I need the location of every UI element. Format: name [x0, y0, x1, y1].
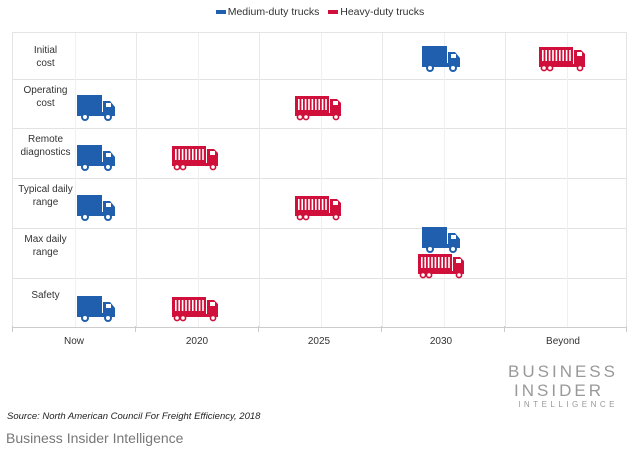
x-tick	[135, 326, 136, 332]
grid-line	[320, 33, 322, 327]
x-tick	[12, 326, 13, 332]
row-divider	[13, 178, 626, 179]
row-divider	[13, 228, 626, 229]
x-tick	[504, 326, 505, 332]
row-label: Initial cost	[33, 45, 58, 69]
x-tick-label: Beyond	[546, 336, 580, 347]
medium-duty-truck-icon	[76, 93, 116, 121]
row-divider	[13, 278, 626, 279]
logo-line: INSIDER	[514, 381, 604, 400]
legend-label: Heavy-duty trucks	[340, 6, 425, 18]
medium-duty-truck-icon	[421, 225, 461, 253]
legend: Medium-duty trucks Heavy-duty trucks	[0, 5, 640, 18]
heavy-duty-truck-icon	[417, 251, 465, 279]
heavy-duty-truck-icon	[171, 294, 219, 322]
x-tick-label: 2020	[185, 336, 209, 347]
medium-duty-truck-icon	[421, 44, 461, 72]
legend-label: Medium-duty trucks	[227, 6, 320, 18]
grid-line	[566, 33, 568, 327]
grid-line	[443, 33, 445, 327]
source-note: Source: North American Council For Freig…	[7, 411, 261, 422]
row-label: Typical daily range	[18, 184, 73, 208]
business-insider-intelligence-logo: BUSINESS INSIDER INTELLIGENCE	[508, 362, 618, 409]
heavy-duty-truck-icon	[171, 143, 219, 171]
x-tick-label: 2030	[429, 336, 453, 347]
medium-duty-truck-icon	[76, 294, 116, 322]
heavy-duty-truck-icon	[294, 93, 342, 121]
row-label: Remote diagnostics	[20, 134, 71, 158]
x-tick	[626, 326, 627, 332]
legend-item-heavy: Heavy-duty trucks	[328, 6, 424, 18]
x-axis	[12, 327, 627, 328]
legend-swatch	[215, 10, 226, 14]
medium-duty-truck-icon	[76, 193, 116, 221]
row-label: Safety	[31, 290, 60, 301]
grid-line	[382, 33, 383, 327]
legend-swatch	[328, 10, 339, 14]
x-tick	[381, 326, 382, 332]
grid-line	[259, 33, 260, 327]
grid-line	[136, 33, 137, 327]
x-tick	[258, 326, 259, 332]
grid-line	[74, 33, 76, 327]
heavy-duty-truck-icon	[538, 44, 586, 72]
logo-line: INTELLIGENCE	[518, 400, 618, 409]
heavy-duty-truck-icon	[294, 193, 342, 221]
medium-duty-truck-icon	[76, 143, 116, 171]
row-divider	[13, 79, 626, 80]
row-divider	[13, 128, 626, 129]
row-label: Operating cost	[23, 85, 68, 109]
row-label: Max daily range	[24, 234, 67, 258]
grid-line	[505, 33, 506, 327]
x-tick-label: 2025	[307, 336, 331, 347]
footer-credit: Business Insider Intelligence	[6, 430, 184, 446]
x-tick-label: Now	[63, 336, 84, 347]
logo-line: BUSINESS	[508, 362, 618, 381]
legend-item-medium: Medium-duty trucks	[215, 6, 320, 18]
plot-area	[12, 32, 627, 328]
grid-line	[197, 33, 199, 327]
